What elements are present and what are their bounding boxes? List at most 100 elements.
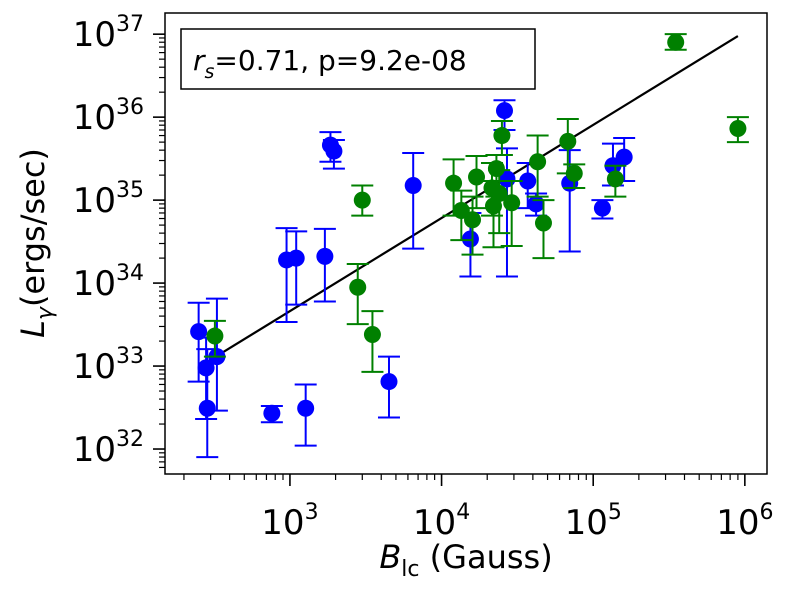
svg-text:rs=0.71, p=9.2e-08: rs=0.71, p=9.2e-08: [193, 44, 467, 83]
y-tick-label: 1032: [73, 427, 144, 470]
y-tick-exponent: 35: [116, 178, 144, 203]
data-point-green: [726, 116, 749, 144]
data-point-blue: [516, 162, 539, 210]
point-marker: [316, 247, 334, 265]
point-marker: [297, 399, 315, 417]
point-marker: [490, 185, 508, 203]
point-marker: [503, 194, 521, 212]
data-point-green: [351, 184, 374, 217]
y-tick-label: 1034: [73, 261, 144, 304]
x-label-sub: lc: [401, 557, 419, 582]
data-point-blue: [196, 348, 219, 459]
x-tick-base: 10: [565, 503, 608, 543]
y-tick-exponent: 37: [116, 12, 144, 37]
x-tick-exponent: 6: [759, 500, 773, 525]
point-marker: [197, 359, 215, 377]
point-marker: [452, 201, 470, 219]
data-point-green: [664, 33, 687, 51]
x-label-rest: (Gauss): [420, 538, 553, 576]
point-marker: [206, 327, 224, 345]
x-tick-label: 105: [565, 500, 622, 543]
point-marker: [606, 170, 624, 188]
point-marker: [729, 119, 747, 137]
point-marker: [353, 191, 371, 209]
point-marker: [667, 33, 685, 51]
stat-r-symbol: r: [193, 44, 206, 77]
plot-frame: [164, 12, 768, 475]
point-marker: [593, 199, 611, 217]
y-tick-base: 10: [73, 181, 116, 221]
point-marker: [615, 148, 633, 166]
data-point-blue: [322, 139, 345, 170]
data-point-blue: [313, 227, 336, 303]
series-green: [203, 33, 749, 373]
x-tick-label: 104: [413, 500, 470, 543]
y-tick-label: 1036: [73, 95, 144, 138]
stats-box: [180, 28, 536, 90]
data-point-green: [203, 319, 226, 358]
data-point-blue: [377, 355, 400, 419]
point-marker: [190, 323, 208, 341]
y-tick-exponent: 33: [116, 344, 144, 369]
y-tick-base: 10: [73, 15, 116, 55]
data-point-green: [604, 164, 627, 198]
data-point-blue: [260, 404, 283, 424]
major-ticks: [153, 33, 746, 486]
data-point-blue: [402, 151, 425, 250]
stat-r-subscript: s: [205, 61, 215, 83]
y-tick-label: 1033: [73, 344, 144, 387]
point-marker: [198, 399, 216, 417]
y-tick-base: 10: [73, 430, 116, 470]
point-marker: [404, 177, 422, 195]
x-axis-label: Blc (Gauss): [379, 538, 552, 582]
point-marker: [529, 153, 547, 171]
x-tick-labels: 103 104 105 106: [261, 500, 773, 543]
y-label-sub: γ: [33, 306, 58, 320]
y-label-main: L: [14, 320, 52, 338]
minor-ticks: [159, 37, 739, 480]
data-point-green: [500, 179, 523, 247]
data-point-green: [563, 163, 586, 189]
y-axis-label: Lγ(ergs/sec): [14, 148, 58, 338]
point-marker: [464, 211, 482, 229]
x-tick-base: 10: [413, 503, 456, 543]
point-marker: [487, 160, 505, 178]
point-marker: [287, 249, 305, 267]
data-point-green: [361, 310, 384, 373]
x-tick-label: 106: [716, 500, 773, 543]
data-point-green: [346, 262, 369, 326]
point-marker: [495, 102, 513, 120]
y-tick-exponent: 34: [116, 261, 144, 286]
x-tick-exponent: 5: [608, 500, 622, 525]
point-marker: [461, 230, 479, 248]
data-point-green: [490, 119, 513, 156]
stats-annotation: rs=0.71, p=9.2e-08: [180, 28, 536, 90]
x-tick-base: 10: [261, 503, 304, 543]
point-marker: [559, 132, 577, 150]
point-marker: [493, 127, 511, 145]
data-point-green: [450, 189, 473, 242]
data-point-green: [488, 169, 511, 235]
point-marker: [527, 195, 545, 213]
y-label-rest: (ergs/sec): [14, 148, 52, 307]
y-tick-base: 10: [73, 347, 116, 387]
data-point-green: [461, 195, 484, 256]
stat-values: =0.71, p=9.2e-08: [214, 44, 466, 77]
point-marker: [519, 172, 537, 190]
point-marker: [263, 404, 281, 422]
point-marker: [349, 278, 367, 296]
point-marker: [565, 164, 583, 182]
data-point-blue: [285, 230, 308, 306]
data-point-green: [465, 155, 488, 210]
x-label-main: B: [379, 538, 401, 576]
data-point-green: [532, 199, 555, 260]
y-tick-label: 1037: [73, 12, 144, 55]
x-tick-base: 10: [716, 503, 759, 543]
y-tick-base: 10: [73, 264, 116, 304]
point-marker: [380, 373, 398, 391]
data-point-blue: [591, 199, 614, 220]
point-marker: [325, 142, 343, 160]
data-point-green: [526, 134, 549, 198]
